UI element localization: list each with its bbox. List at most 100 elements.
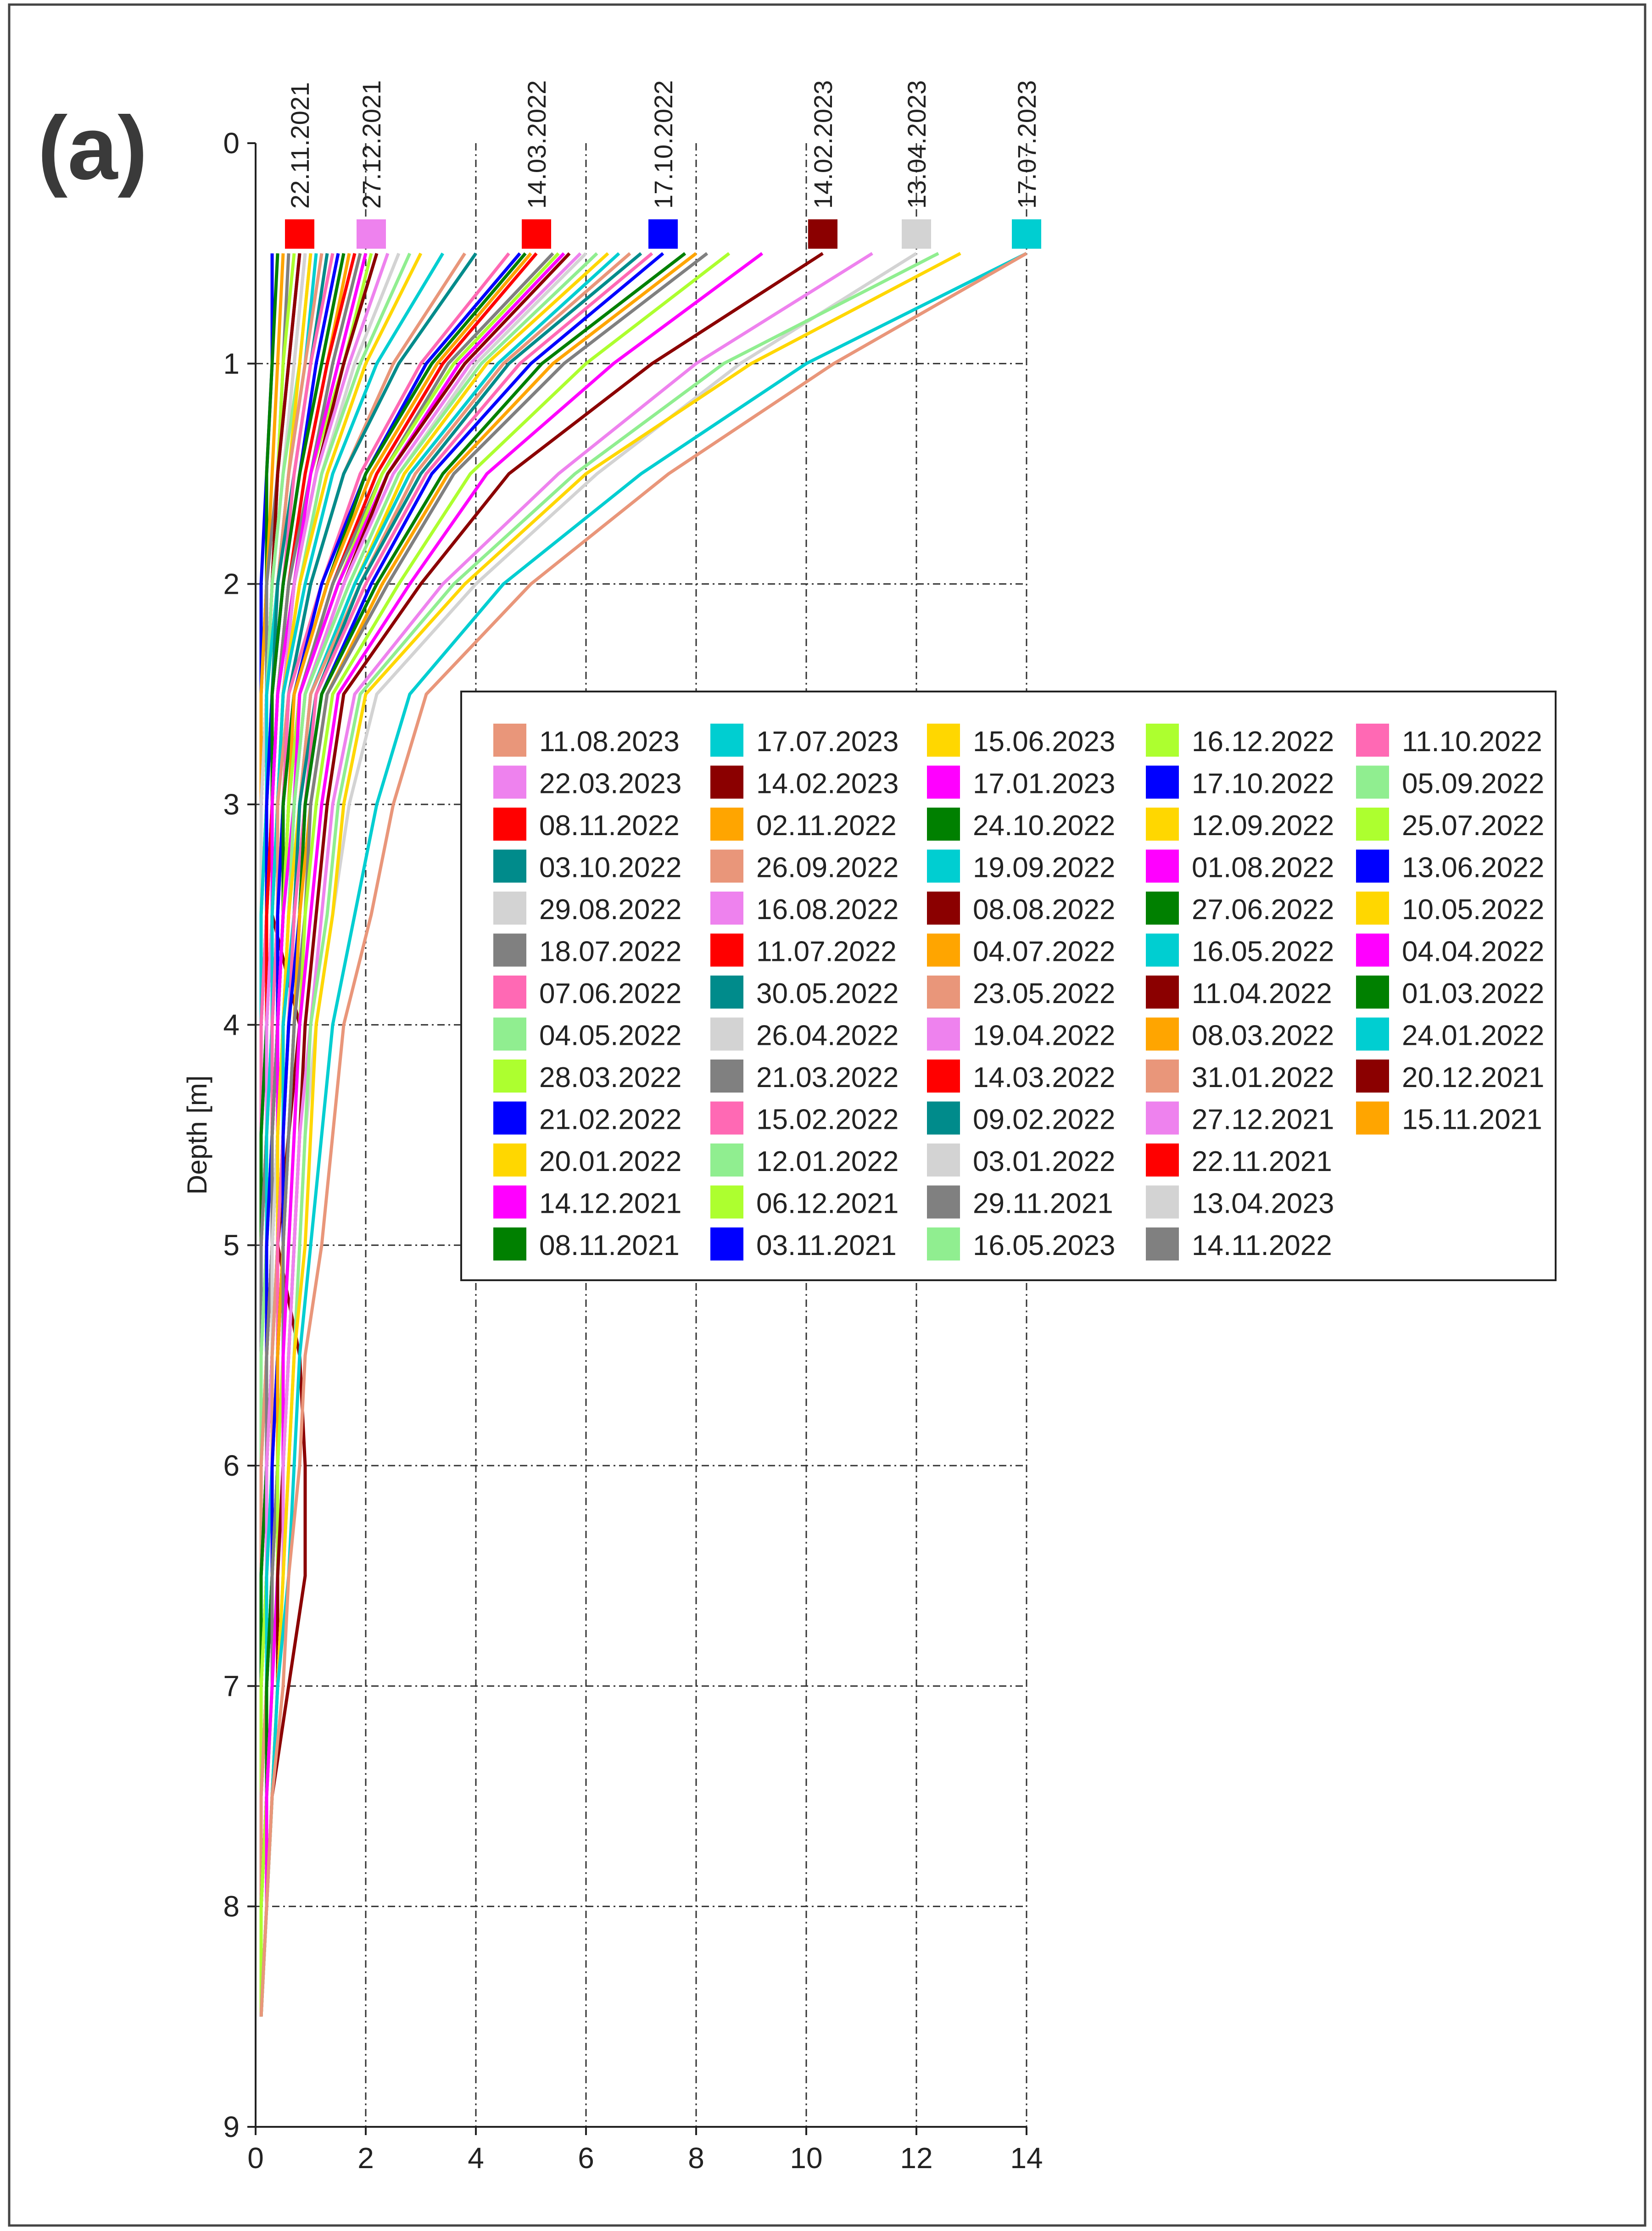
- x-tick-label: 4: [468, 2142, 484, 2175]
- legend: 11.08.2023 22.03.2023 08.11.2022 03.10.2022…: [460, 691, 1557, 1281]
- legend-swatch: [1146, 1060, 1179, 1093]
- y-tick-label: 6: [223, 1449, 240, 1482]
- legend-swatch: [1146, 1017, 1179, 1051]
- legend-swatch: [1146, 724, 1179, 757]
- legend-swatch: [1146, 1101, 1179, 1135]
- legend-swatch: [493, 1060, 526, 1093]
- date-marker-label: 13.04.2023: [902, 80, 931, 209]
- legend-swatch: [710, 1017, 743, 1051]
- legend-swatch: [927, 808, 960, 841]
- y-tick-label: 2: [223, 568, 240, 601]
- legend-label: 20.01.2022: [539, 1146, 681, 1177]
- legend-label: 14.12.2021: [539, 1188, 681, 1220]
- legend-swatch: [493, 1017, 526, 1051]
- legend-swatch: [710, 765, 743, 799]
- legend-label: 26.04.2022: [756, 1020, 899, 1052]
- date-marker-label: 17.07.2023: [1012, 80, 1041, 209]
- legend-label: 29.08.2022: [539, 894, 681, 926]
- legend-swatch: [927, 1060, 960, 1093]
- legend-label: 25.07.2022: [1402, 810, 1544, 842]
- date-marker-square: [902, 219, 931, 249]
- legend-swatch: [927, 1017, 960, 1051]
- legend-label: 08.11.2022: [539, 810, 680, 842]
- y-tick-label: 1: [223, 347, 240, 380]
- legend-swatch: [1146, 1185, 1179, 1219]
- legend-swatch: [927, 1227, 960, 1261]
- legend-swatch: [1356, 1101, 1389, 1135]
- legend-label: 05.09.2022: [1402, 768, 1544, 800]
- legend-label: 03.10.2022: [539, 852, 681, 884]
- legend-swatch: [493, 808, 526, 841]
- legend-label: 16.05.2023: [973, 1230, 1115, 1261]
- legend-label: 16.12.2022: [1192, 726, 1334, 758]
- legend-swatch: [1146, 808, 1179, 841]
- legend-swatch: [493, 724, 526, 757]
- legend-swatch: [493, 976, 526, 1009]
- legend-label: 21.03.2022: [756, 1062, 899, 1093]
- legend-swatch: [710, 1227, 743, 1261]
- legend-label: 03.01.2022: [973, 1146, 1115, 1177]
- legend-label: 20.12.2021: [1402, 1062, 1544, 1093]
- x-tick-label: 8: [688, 2142, 704, 2175]
- legend-swatch: [710, 976, 743, 1009]
- legend-swatch: [927, 892, 960, 925]
- legend-swatch: [927, 933, 960, 967]
- legend-label: 17.10.2022: [1192, 768, 1334, 800]
- date-marker-square: [357, 219, 386, 249]
- legend-label: 18.07.2022: [539, 936, 681, 968]
- series-line: [259, 252, 1027, 2017]
- legend-label: 27.06.2022: [1192, 894, 1334, 926]
- date-marker-label: 17.10.2022: [649, 80, 678, 209]
- legend-label: 19.09.2022: [973, 852, 1115, 884]
- legend-swatch: [710, 1143, 743, 1177]
- legend-swatch: [710, 808, 743, 841]
- legend-swatch: [710, 933, 743, 967]
- y-tick-label: 8: [223, 1890, 240, 1923]
- date-marker-square: [808, 219, 837, 249]
- legend-label: 28.03.2022: [539, 1062, 681, 1093]
- legend-swatch: [1356, 849, 1389, 883]
- legend-label: 22.11.2021: [1192, 1146, 1332, 1177]
- series-lines: [259, 252, 1027, 2017]
- legend-label: 11.04.2022: [1192, 978, 1332, 1010]
- legend-swatch: [1146, 976, 1179, 1009]
- date-marker-label: 14.03.2022: [522, 80, 551, 209]
- legend-label: 13.04.2023: [1192, 1188, 1334, 1220]
- legend-label: 11.10.2022: [1402, 726, 1542, 758]
- x-tick-label: 0: [247, 2142, 264, 2175]
- y-axis-title: Depth [m]: [182, 1075, 212, 1194]
- legend-swatch: [493, 1227, 526, 1261]
- legend-swatch: [710, 1185, 743, 1219]
- legend-label: 08.08.2022: [973, 894, 1115, 926]
- y-tick-label: 0: [223, 127, 240, 160]
- legend-swatch: [493, 765, 526, 799]
- y-tick-label: 3: [223, 788, 240, 821]
- legend-swatch: [1356, 765, 1389, 799]
- legend-label: 14.11.2022: [1192, 1230, 1332, 1261]
- date-marker-label: 14.02.2023: [809, 80, 837, 209]
- legend-swatch: [1146, 933, 1179, 967]
- legend-label: 16.05.2022: [1192, 936, 1334, 968]
- legend-swatch: [493, 1185, 526, 1219]
- legend-swatch: [927, 976, 960, 1009]
- legend-swatch: [493, 1101, 526, 1135]
- date-marker-square: [522, 219, 551, 249]
- legend-swatch: [1356, 724, 1389, 757]
- x-tick-label: 6: [578, 2142, 594, 2175]
- legend-swatch: [1356, 892, 1389, 925]
- x-tick-label: 2: [357, 2142, 374, 2175]
- legend-label: 24.01.2022: [1402, 1020, 1544, 1052]
- legend-label: 17.07.2023: [756, 726, 899, 758]
- legend-swatch: [1146, 849, 1179, 883]
- legend-swatch: [710, 892, 743, 925]
- legend-label: 08.03.2022: [1192, 1020, 1334, 1052]
- legend-swatch: [1356, 1017, 1389, 1051]
- legend-label: 15.02.2022: [756, 1104, 899, 1136]
- legend-swatch: [927, 849, 960, 883]
- legend-swatch: [1356, 933, 1389, 967]
- legend-label: 15.06.2023: [973, 726, 1115, 758]
- legend-swatch: [710, 1060, 743, 1093]
- legend-label: 10.05.2022: [1402, 894, 1544, 926]
